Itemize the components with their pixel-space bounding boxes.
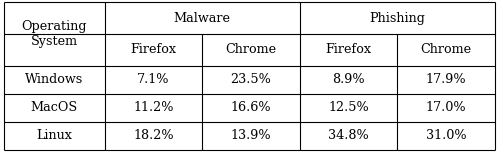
Text: Chrome: Chrome [421,43,472,56]
Text: Windows: Windows [25,73,83,86]
Text: 7.1%: 7.1% [137,73,170,86]
Text: Operating
System: Operating System [21,20,87,48]
Text: 13.9%: 13.9% [231,129,271,142]
Text: 34.8%: 34.8% [328,129,369,142]
Text: Chrome: Chrome [226,43,276,56]
Text: 16.6%: 16.6% [231,101,271,114]
Text: 12.5%: 12.5% [328,101,369,114]
Text: Linux: Linux [36,129,72,142]
Text: 23.5%: 23.5% [231,73,271,86]
Text: 11.2%: 11.2% [133,101,174,114]
Text: 8.9%: 8.9% [332,73,365,86]
Text: Malware: Malware [174,12,231,25]
Text: 18.2%: 18.2% [133,129,174,142]
Text: Firefox: Firefox [130,43,177,56]
Text: 17.0%: 17.0% [426,101,467,114]
Text: Phishing: Phishing [369,12,425,25]
Text: MacOS: MacOS [31,101,78,114]
Text: 31.0%: 31.0% [426,129,467,142]
Text: Firefox: Firefox [325,43,372,56]
Text: 17.9%: 17.9% [426,73,467,86]
